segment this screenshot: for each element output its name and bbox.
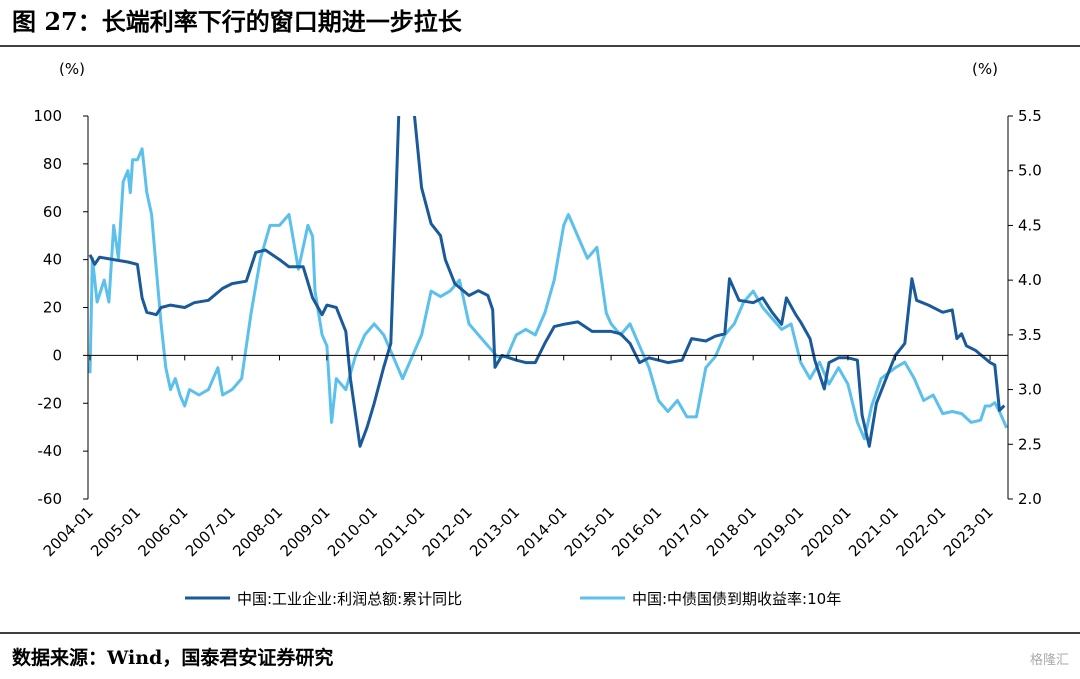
series-line [88,147,1008,441]
y-tick-label: -40 [38,442,63,460]
x-tick-label: 2012-01 [419,503,476,560]
x-tick-label: 2007-01 [182,503,239,560]
watermark: 格隆汇 [1030,652,1069,668]
y-tick-label: 80 [43,155,62,173]
x-tick-label: 2020-01 [798,503,855,560]
y-tick-label: -60 [38,490,63,508]
source: 数据来源：Wind，国泰君安证券研究 [12,646,333,669]
x-tick-label: 2006-01 [135,503,192,560]
y-tick-label: 0 [52,346,62,364]
x-tick-label: 2022-01 [892,503,949,560]
y-tick-label: 100 [33,107,62,125]
x-tick-label: 2010-01 [324,503,381,560]
x-tick-label: 2017-01 [656,503,713,560]
y2-tick-label: 3.5 [1018,326,1042,344]
x-tick-label: 2005-01 [87,503,144,560]
x-tick-label: 2011-01 [371,503,428,560]
x-tick-label: 2016-01 [608,503,665,560]
y2-tick-label: 5.5 [1018,107,1042,125]
legend-label: 中国:工业企业:利润总额:累计同比 [237,590,462,608]
x-tick-label: 2015-01 [561,503,618,560]
x-tick-label: 2018-01 [703,503,760,560]
x-tick-label: 2009-01 [277,503,334,560]
y-tick-label: 40 [43,251,62,269]
y2-tick-label: 2.5 [1018,435,1042,453]
legend-label: 中国:中债国债到期收益率:10年 [632,590,841,608]
y2-tick-label: 3.0 [1018,381,1042,399]
y-tick-label: 20 [43,299,62,317]
x-tick-label: 2019-01 [750,503,807,560]
y2-tick-label: 5.0 [1018,162,1042,180]
x-tick-label: 2021-01 [845,503,902,560]
y2-tick-label: 2.0 [1018,490,1042,508]
y-tick-label: -20 [38,394,63,412]
plot-area [88,116,1008,448]
y2-tick-label: 4.5 [1018,216,1042,234]
x-tick-label: 2004-01 [40,503,97,560]
x-tick-label: 2008-01 [229,503,286,560]
y2-tick-label: 4.0 [1018,271,1042,289]
series-line [88,116,1006,448]
x-tick-label: 2013-01 [466,503,523,560]
y2-axis-label: (%) [972,60,998,78]
x-tick-label: 2023-01 [940,503,997,560]
x-tick-label: 2014-01 [513,503,570,560]
y-tick-label: 60 [43,203,62,221]
y-axis-label: (%) [59,60,85,78]
chart-title: 图 27：长端利率下行的窗口期进一步拉长 [12,7,463,36]
